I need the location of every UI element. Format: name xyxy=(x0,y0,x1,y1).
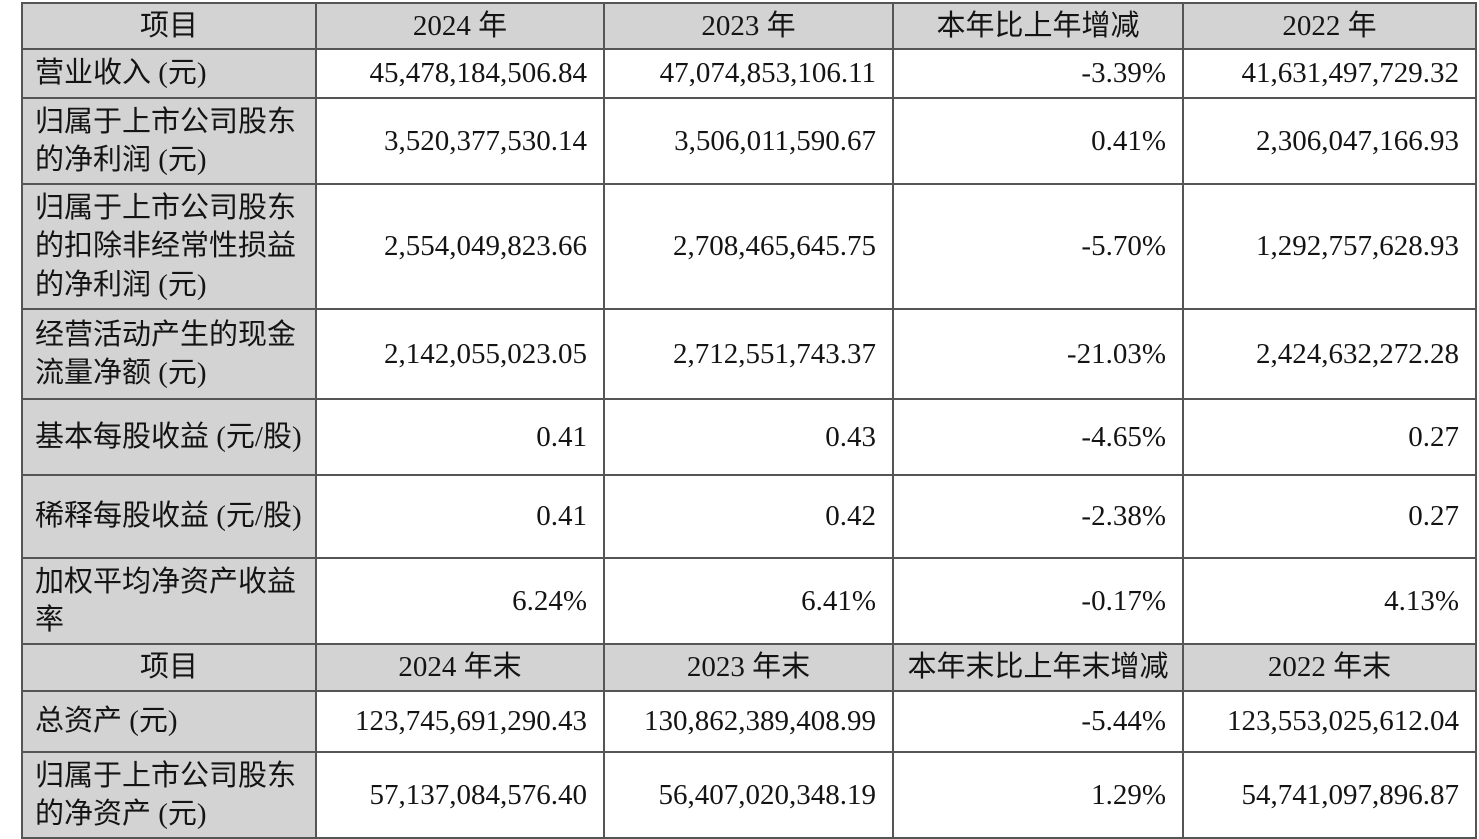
key-financials-table: 项目 2024 年 2023 年 本年比上年增减 2022 年 营业收入 (元)… xyxy=(21,1,1477,839)
cell-yoy-change: -21.03% xyxy=(892,307,1184,400)
table-row-revenue: 营业收入 (元) 45,478,184,506.84 47,074,853,10… xyxy=(21,48,1477,99)
row-label: 归属于上市公司股东的净利润 (元) xyxy=(21,96,317,186)
header-item: 项目 xyxy=(21,1,317,51)
table-row-diluted-eps: 稀释每股收益 (元/股) 0.41 0.42 -2.38% 0.27 xyxy=(21,473,1477,559)
header-row-year-end: 项目 2024 年末 2023 年末 本年末比上年末增减 2022 年末 xyxy=(21,643,1477,692)
row-label: 归属于上市公司股东的扣除非经常性损益的净利润 (元) xyxy=(21,183,317,310)
cell-2023: 0.42 xyxy=(603,473,894,559)
cell-2023-end: 130,862,389,408.99 xyxy=(603,689,894,753)
cell-2024: 2,142,055,023.05 xyxy=(315,307,605,400)
cell-2022-end: 54,741,097,896.87 xyxy=(1182,750,1477,839)
cell-2022: 4.13% xyxy=(1182,556,1477,646)
row-label: 归属于上市公司股东的净资产 (元) xyxy=(21,750,317,839)
header-2024: 2024 年 xyxy=(315,1,605,51)
cell-2022-end: 123,553,025,612.04 xyxy=(1182,689,1477,753)
cell-2024: 0.41 xyxy=(315,397,605,476)
table-row-deducted-net-profit: 归属于上市公司股东的扣除非经常性损益的净利润 (元) 2,554,049,823… xyxy=(21,183,1477,310)
row-label: 经营活动产生的现金流量净额 (元) xyxy=(21,307,317,400)
cell-2024: 45,478,184,506.84 xyxy=(315,48,605,99)
cell-yoy-change: -4.65% xyxy=(892,397,1184,476)
cell-yoy-change: 0.41% xyxy=(892,96,1184,186)
cell-2022: 2,424,632,272.28 xyxy=(1182,307,1477,400)
table-row-basic-eps: 基本每股收益 (元/股) 0.41 0.43 -4.65% 0.27 xyxy=(21,397,1477,476)
row-label: 总资产 (元) xyxy=(21,689,317,753)
cell-2022: 0.27 xyxy=(1182,397,1477,476)
header-row-annual: 项目 2024 年 2023 年 本年比上年增减 2022 年 xyxy=(21,1,1477,51)
row-label: 稀释每股收益 (元/股) xyxy=(21,473,317,559)
cell-yoy-change: -0.17% xyxy=(892,556,1184,646)
cell-2023: 3,506,011,590.67 xyxy=(603,96,894,186)
header-year-end-change: 本年末比上年末增减 xyxy=(892,643,1184,692)
row-label: 基本每股收益 (元/股) xyxy=(21,397,317,476)
cell-2024: 6.24% xyxy=(315,556,605,646)
row-label: 营业收入 (元) xyxy=(21,48,317,99)
cell-2023-end: 56,407,020,348.19 xyxy=(603,750,894,839)
header-2022: 2022 年 xyxy=(1182,1,1477,51)
table-row-net-profit: 归属于上市公司股东的净利润 (元) 3,520,377,530.14 3,506… xyxy=(21,96,1477,186)
cell-2024-end: 123,745,691,290.43 xyxy=(315,689,605,753)
table-row-total-assets: 总资产 (元) 123,745,691,290.43 130,862,389,4… xyxy=(21,689,1477,753)
cell-yoy-change: -5.70% xyxy=(892,183,1184,310)
row-label: 加权平均净资产收益率 xyxy=(21,556,317,646)
header-2023-end: 2023 年末 xyxy=(603,643,894,692)
cell-2024: 0.41 xyxy=(315,473,605,559)
table-row-operating-cash-flow: 经营活动产生的现金流量净额 (元) 2,142,055,023.05 2,712… xyxy=(21,307,1477,400)
cell-2024-end: 57,137,084,576.40 xyxy=(315,750,605,839)
table-row-weighted-avg-roe: 加权平均净资产收益率 6.24% 6.41% -0.17% 4.13% xyxy=(21,556,1477,646)
header-2023: 2023 年 xyxy=(603,1,894,51)
cell-2022: 1,292,757,628.93 xyxy=(1182,183,1477,310)
cell-yoy-change: -3.39% xyxy=(892,48,1184,99)
table-row-net-assets: 归属于上市公司股东的净资产 (元) 57,137,084,576.40 56,4… xyxy=(21,750,1477,839)
cell-2023: 2,708,465,645.75 xyxy=(603,183,894,310)
cell-2023: 2,712,551,743.37 xyxy=(603,307,894,400)
cell-2024: 2,554,049,823.66 xyxy=(315,183,605,310)
cell-year-end-change: -5.44% xyxy=(892,689,1184,753)
cell-2022: 0.27 xyxy=(1182,473,1477,559)
cell-2022: 41,631,497,729.32 xyxy=(1182,48,1477,99)
cell-2022: 2,306,047,166.93 xyxy=(1182,96,1477,186)
cell-2023: 47,074,853,106.11 xyxy=(603,48,894,99)
cell-2023: 6.41% xyxy=(603,556,894,646)
header-2024-end: 2024 年末 xyxy=(315,643,605,692)
cell-year-end-change: 1.29% xyxy=(892,750,1184,839)
header-item: 项目 xyxy=(21,643,317,692)
cell-2023: 0.43 xyxy=(603,397,894,476)
cell-yoy-change: -2.38% xyxy=(892,473,1184,559)
header-yoy-change: 本年比上年增减 xyxy=(892,1,1184,51)
header-2022-end: 2022 年末 xyxy=(1182,643,1477,692)
cell-2024: 3,520,377,530.14 xyxy=(315,96,605,186)
